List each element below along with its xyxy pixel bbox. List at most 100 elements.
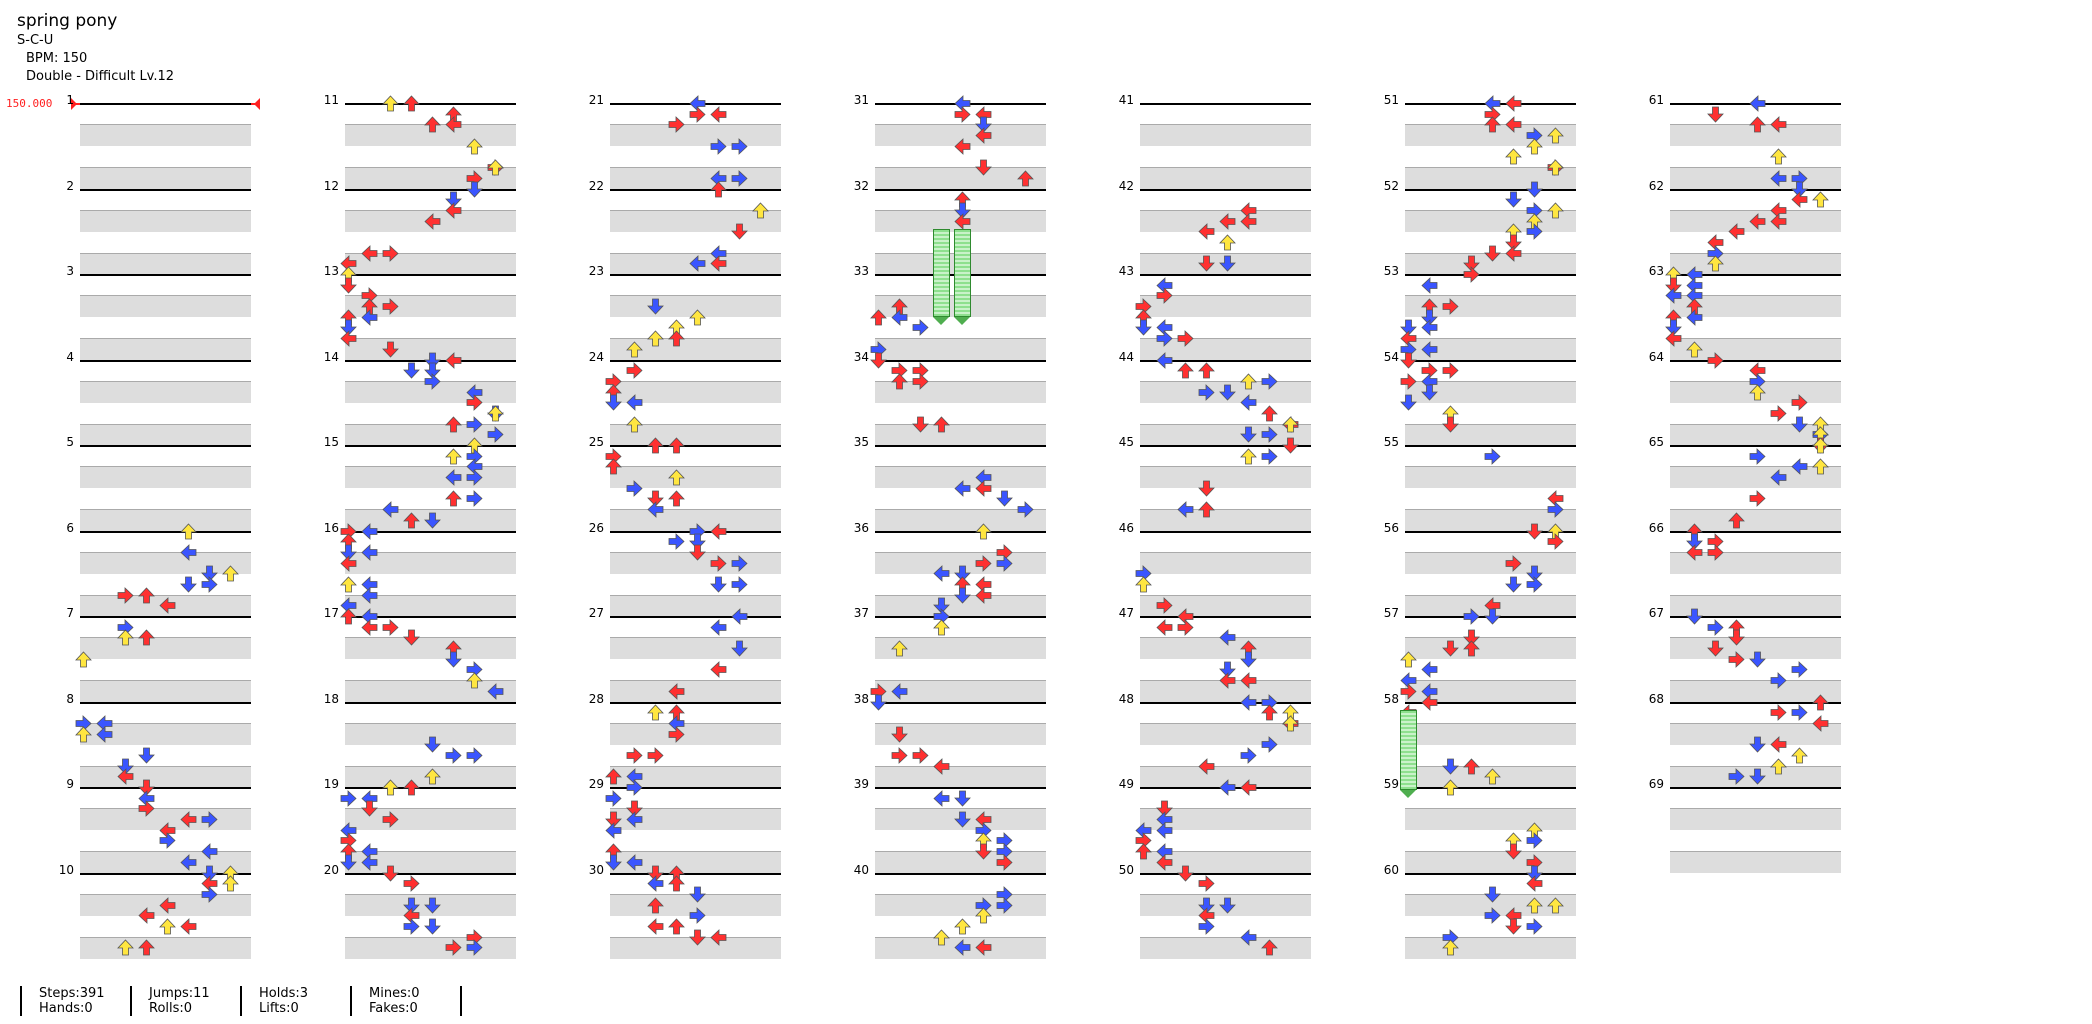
- step-arrow-up-icon: [340, 576, 357, 593]
- measure-line: [80, 701, 251, 704]
- measure-line: [875, 359, 1046, 362]
- step-arrow-left-icon: [361, 522, 378, 540]
- step-arrow-up-icon: [1749, 383, 1766, 401]
- step-arrow-down-icon: [1791, 181, 1808, 198]
- step-arrow-right-icon: [1526, 223, 1543, 241]
- beat-band: [1140, 509, 1311, 531]
- measure-number: 30: [588, 862, 604, 877]
- step-arrow-up-icon: [340, 608, 357, 625]
- step-arrow-up-icon: [668, 875, 685, 892]
- step-arrow-up-icon: [1526, 896, 1543, 914]
- step-arrow-up-icon: [933, 929, 950, 946]
- step-arrow-up-icon: [710, 180, 727, 198]
- step-arrow-left-icon: [180, 811, 197, 828]
- step-arrow-up-icon: [647, 896, 664, 914]
- step-arrow-down-icon: [361, 800, 378, 817]
- step-arrow-down-icon: [954, 811, 971, 828]
- step-arrow-down-icon: [689, 544, 706, 561]
- beat-band: [1670, 680, 1841, 702]
- beat-band: [1670, 851, 1841, 873]
- step-arrow-right-icon: [1400, 372, 1417, 390]
- beat-band: [1140, 936, 1311, 959]
- step-arrow-down-icon: [1686, 533, 1703, 550]
- stat-value: Hands:0: [39, 1001, 93, 1016]
- step-arrow-left-icon: [668, 682, 685, 700]
- step-arrow-left-icon: [647, 918, 664, 935]
- measure-number: 25: [588, 435, 604, 449]
- measure-number: 64: [1648, 349, 1664, 364]
- step-arrow-up-icon: [445, 416, 462, 433]
- step-arrow-right-icon: [954, 105, 971, 123]
- measure-line: [1140, 445, 1311, 447]
- step-arrow-down-icon: [1198, 480, 1215, 497]
- step-arrow-left-icon: [340, 330, 357, 348]
- beat-band: [1670, 338, 1841, 360]
- step-arrow-down-icon: [424, 362, 441, 379]
- step-arrow-left-icon: [1505, 244, 1522, 262]
- step-arrow-left-icon: [891, 308, 908, 326]
- step-arrow-left-icon: [1791, 458, 1808, 476]
- measure-line: [80, 188, 251, 191]
- step-arrow-right-icon: [403, 918, 420, 935]
- beat-band: [80, 466, 251, 488]
- step-arrow-down-icon: [445, 651, 462, 668]
- step-arrow-up-icon: [117, 939, 134, 956]
- step-arrow-left-icon: [1770, 116, 1787, 134]
- step-arrow-down-icon: [891, 726, 908, 743]
- step-arrow-right-icon: [731, 576, 748, 593]
- measure-line: [1405, 872, 1576, 875]
- step-arrow-left-icon: [138, 907, 155, 925]
- step-arrow-up-icon: [75, 725, 92, 743]
- step-arrow-right-icon: [1547, 533, 1564, 551]
- beat-band: [1140, 466, 1311, 488]
- measure-line: [610, 445, 781, 447]
- beat-band: [610, 380, 781, 403]
- step-arrow-down-icon: [1442, 640, 1459, 657]
- measure-line: [610, 274, 781, 276]
- bpm-change-label: 150.000: [6, 97, 53, 110]
- step-arrow-left-icon: [1198, 223, 1215, 241]
- step-arrow-right-icon: [1156, 287, 1173, 305]
- measure-number: 68: [1648, 691, 1664, 706]
- measure-number: 37: [853, 606, 869, 620]
- beat-band: [1140, 765, 1311, 788]
- beat-band: [80, 252, 251, 275]
- beat-band: [875, 338, 1046, 360]
- measure-line: [1140, 274, 1311, 276]
- step-arrow-left-icon: [1421, 661, 1438, 679]
- measure-line: [345, 188, 516, 191]
- step-arrow-up-icon: [605, 768, 622, 785]
- step-arrow-right-icon: [1770, 405, 1787, 422]
- step-arrow-up-icon: [180, 522, 197, 540]
- step-arrow-right-icon: [668, 725, 685, 743]
- measure-number: 2: [66, 178, 74, 193]
- step-arrow-right-icon: [1261, 736, 1278, 754]
- measure-line: [1140, 616, 1311, 618]
- beat-band: [875, 380, 1046, 403]
- measure-number: 31: [853, 93, 869, 107]
- beat-band: [1670, 808, 1841, 830]
- step-arrow-left-icon: [1770, 736, 1787, 754]
- step-arrow-up-icon: [382, 95, 399, 112]
- measure-number: 19: [323, 777, 339, 791]
- measure-number: 22: [588, 178, 604, 193]
- measure-line: [875, 787, 1046, 789]
- step-arrow-up-icon: [1442, 939, 1459, 956]
- step-arrow-up-icon: [954, 918, 971, 935]
- step-arrow-down-icon: [201, 565, 218, 582]
- chart-column: 41 42 43 44 45 46 47 48 49 50: [0, 0, 1311, 990]
- beat-band: [875, 124, 1046, 146]
- step-arrow-up-icon: [138, 587, 155, 604]
- song-bpm: BPM: 150: [26, 51, 88, 66]
- step-arrow-down-icon: [340, 319, 357, 337]
- step-arrow-up-icon: [1400, 651, 1417, 668]
- step-arrow-down-icon: [1505, 576, 1522, 593]
- step-arrow-down-icon: [1526, 865, 1543, 882]
- step-arrow-down-icon: [1526, 565, 1543, 582]
- beat-band: [1140, 338, 1311, 360]
- chart-column: 31 32 33 34 35 36 37 38 39 40: [0, 0, 1046, 990]
- beat-band: [875, 680, 1046, 702]
- beat-band: [345, 808, 516, 830]
- stat-group: Mines:0 Fakes:0: [350, 986, 460, 1016]
- step-arrow-down-icon: [1505, 234, 1522, 251]
